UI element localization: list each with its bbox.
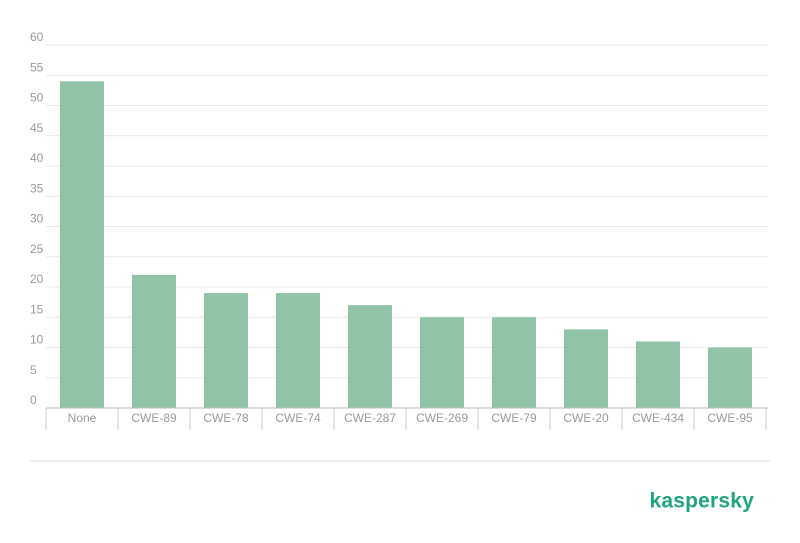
bar: [636, 341, 680, 408]
bar: [204, 293, 248, 408]
bar: [564, 329, 608, 408]
bar: [492, 317, 536, 408]
x-tick-label: CWE-287: [344, 411, 396, 425]
y-tick-label: 30: [30, 212, 44, 226]
x-tick-label: None: [68, 411, 97, 425]
y-tick-label: 55: [30, 60, 44, 74]
x-tick-label: CWE-74: [275, 411, 321, 425]
y-tick-label: 60: [30, 30, 44, 44]
logo: kaspersky: [649, 490, 754, 513]
bar: [420, 317, 464, 408]
x-tick-label: CWE-78: [203, 411, 249, 425]
bar: [276, 293, 320, 408]
bar: [708, 347, 752, 408]
y-tick-label: 50: [30, 91, 44, 105]
x-tick-label: CWE-79: [491, 411, 537, 425]
y-tick-label: 0: [30, 393, 37, 407]
y-tick-label: 35: [30, 181, 44, 195]
bar: [348, 305, 392, 408]
x-tick-label: CWE-89: [131, 411, 177, 425]
y-tick-label: 25: [30, 242, 44, 256]
bar: [60, 81, 104, 409]
y-tick-label: 40: [30, 151, 44, 165]
x-tick-label: CWE-269: [416, 411, 468, 425]
bar: [132, 274, 176, 408]
x-tick-label: CWE-20: [563, 411, 609, 425]
y-tick-label: 15: [30, 302, 44, 316]
x-tick-label: CWE-95: [707, 411, 753, 425]
x-tick-label: CWE-434: [632, 411, 684, 425]
y-tick-label: 20: [30, 272, 44, 286]
y-tick-label: 45: [30, 121, 44, 135]
y-tick-label: 10: [30, 333, 44, 347]
y-tick-label: 5: [30, 363, 37, 377]
